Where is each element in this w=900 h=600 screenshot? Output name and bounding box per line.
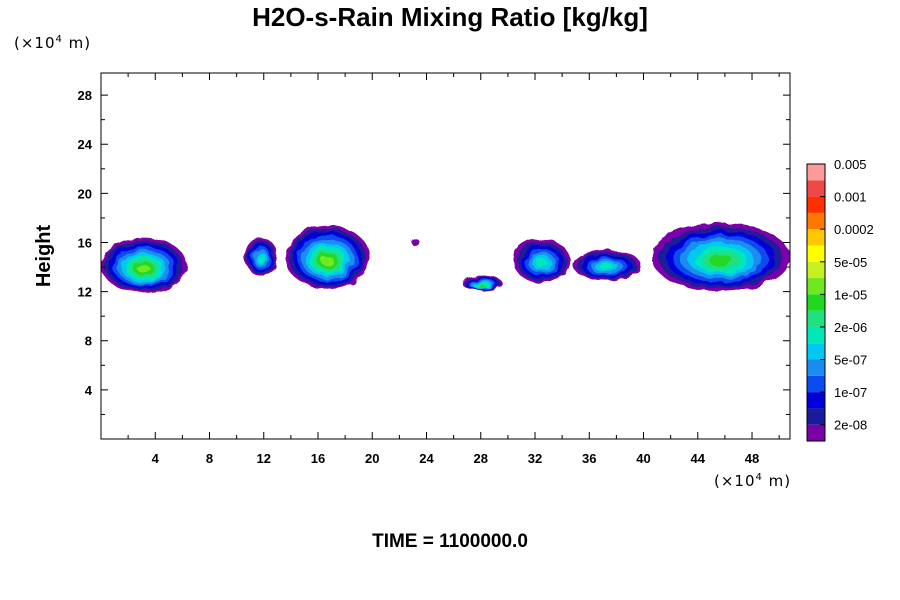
colorbar-swatch	[807, 229, 825, 246]
cloud-contour	[478, 284, 486, 288]
x-tick-label: 8	[206, 451, 213, 466]
y-axis: 4 8 12 16 20 24 28	[78, 88, 790, 415]
x-tick-label: 28	[474, 451, 488, 466]
cloud-contour	[137, 264, 151, 273]
colorbar-swatch	[807, 326, 825, 344]
x-tick-label: 36	[582, 451, 596, 466]
colorbar-swatch	[807, 310, 825, 327]
colorbar-swatch	[807, 261, 825, 279]
x-tick-label: 40	[636, 451, 650, 466]
colorbar-swatch	[807, 164, 825, 181]
colorbar-label: 2e-08	[834, 418, 867, 433]
x-tick-label: 32	[528, 451, 542, 466]
colorbar-swatch	[807, 294, 825, 311]
y-tick-label: 16	[78, 235, 92, 250]
colorbar-swatch	[807, 424, 825, 441]
colorbar-swatch	[807, 359, 825, 376]
chart-title: H2O-s-Rain Mixing Ratio [kg/kg]	[252, 2, 648, 32]
colorbar-label: 0.001	[834, 190, 867, 205]
x-tick-label: 16	[311, 451, 325, 466]
x-tick-label: 44	[691, 451, 706, 466]
y-axis-label: Height	[33, 225, 55, 288]
time-label: TIME = 1100000.0	[372, 531, 528, 552]
cloud-field	[101, 222, 790, 293]
colorbar-swatch	[807, 180, 825, 197]
colorbar-label: 1e-07	[834, 385, 867, 400]
y-tick-label: 28	[78, 88, 92, 103]
colorbar-swatch	[807, 245, 825, 262]
x-axis-unit: (×104 m)	[714, 472, 792, 490]
y-axis-unit: (×104 m)	[14, 34, 92, 52]
cloud-contour	[321, 256, 334, 266]
cloud-contour	[535, 258, 548, 268]
colorbar-label: 1e-05	[834, 287, 867, 302]
colorbar-swatch	[807, 196, 825, 213]
y-tick-label: 4	[85, 383, 93, 398]
x-axis: 4 8 12 16 20 24 28 32 36 40 44 48	[127, 73, 780, 466]
colorbar-swatch	[807, 343, 825, 360]
colorbar-label: 0.005	[834, 157, 867, 172]
y-tick-label: 12	[78, 285, 92, 300]
colorbar-frame	[806, 163, 826, 442]
colorbar-swatch	[807, 408, 825, 425]
x-tick-label: 20	[365, 451, 379, 466]
colorbar-label: 5e-07	[834, 353, 867, 368]
x-tick-label: 12	[257, 451, 271, 466]
colorbar-swatch	[807, 212, 825, 230]
x-tick-label: 4	[152, 451, 160, 466]
cloud-contour	[709, 254, 733, 267]
cloud-contour	[410, 237, 419, 245]
x-tick-label: 24	[419, 451, 434, 466]
cloud-contour	[599, 264, 615, 271]
colorbar-swatch	[807, 278, 825, 295]
plot-frame	[100, 72, 791, 440]
x-tick-label: 48	[745, 451, 759, 466]
colorbar-swatch	[807, 392, 825, 409]
y-tick-label: 8	[85, 334, 92, 349]
colorbar-label: 0.0002	[834, 222, 874, 237]
y-tick-label: 20	[78, 186, 92, 201]
colorbar-swatch	[807, 375, 825, 393]
colorbar-label: 2e-06	[834, 320, 867, 335]
y-tick-label: 24	[78, 137, 93, 152]
colorbar: 2e-08 1e-07 5e-07 2e-06 1e-05 5e-05 0.0002 0.00…	[806, 157, 874, 442]
colorbar-label: 5e-05	[834, 255, 867, 270]
cloud-contour	[257, 255, 265, 264]
